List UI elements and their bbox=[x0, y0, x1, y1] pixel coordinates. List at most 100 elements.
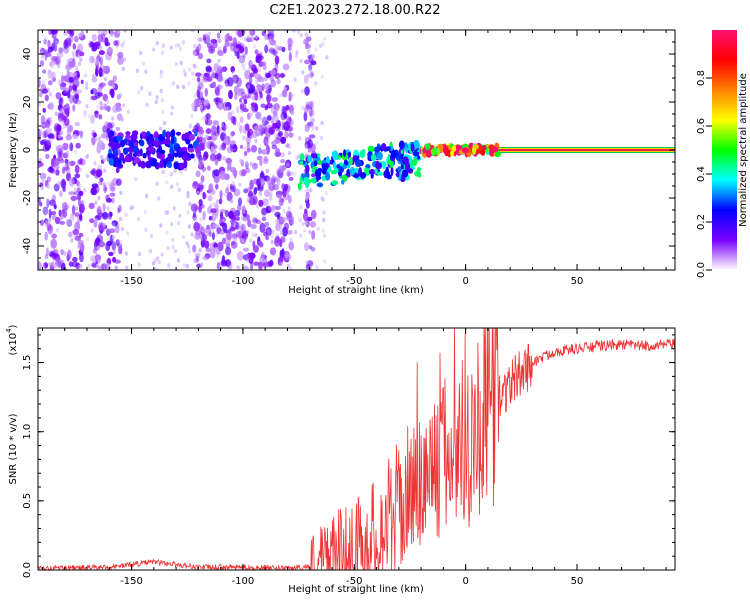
heatmap-noise-cell bbox=[108, 30, 114, 34]
heatmap-noise-cell bbox=[64, 158, 69, 164]
trace-cell bbox=[152, 140, 160, 146]
heatmap-noise-cell bbox=[99, 241, 103, 246]
heatmap-noise-cell bbox=[170, 184, 174, 189]
heatmap-noise-cell bbox=[97, 136, 101, 141]
heatmap-noise-cell bbox=[275, 147, 280, 154]
heatmap-noise-cell bbox=[294, 230, 298, 235]
heatmap-noise-cell bbox=[274, 43, 278, 49]
heatmap-noise-cell bbox=[50, 238, 57, 249]
heatmap-noise-cell bbox=[249, 238, 253, 243]
heatmap-noise-cell bbox=[46, 138, 52, 146]
trace-cell bbox=[348, 157, 353, 166]
heatmap-noise-cell bbox=[40, 219, 44, 226]
heatmap-noise-cell bbox=[106, 105, 111, 112]
heatmap-noise-cell bbox=[109, 228, 115, 234]
heatmap-noise-cell bbox=[251, 95, 257, 101]
y-tick-label: 0.0 bbox=[22, 562, 33, 578]
trace-cell bbox=[159, 159, 164, 169]
heatmap-noise-cell bbox=[217, 69, 223, 80]
heatmap-noise-cell bbox=[191, 71, 195, 76]
heatmap-noise-cell bbox=[219, 190, 223, 200]
heatmap-noise-cell bbox=[102, 203, 106, 212]
colorbar-scale bbox=[712, 30, 737, 270]
snr-unit-exponent: 4 bbox=[5, 328, 13, 333]
heatmap-noise-cell bbox=[122, 103, 126, 108]
heatmap-noise-cell bbox=[244, 151, 248, 156]
heatmap-noise-cell bbox=[198, 184, 205, 190]
trace-cell bbox=[299, 153, 305, 161]
heatmap-noise-cell bbox=[77, 43, 81, 49]
heatmap-noise-cell bbox=[44, 253, 49, 260]
heatmap-noise-cell bbox=[51, 261, 55, 266]
heatmap-noise-cell bbox=[239, 158, 243, 164]
heatmap-noise-cell bbox=[68, 177, 75, 187]
heatmap-noise-cell bbox=[215, 132, 220, 137]
heatmap-noise-cell bbox=[247, 34, 251, 40]
heatmap-noise-cell bbox=[197, 85, 202, 93]
heatmap-noise-cell bbox=[225, 230, 233, 241]
heatmap-noise-cell bbox=[42, 130, 47, 139]
trace-cell bbox=[159, 149, 166, 154]
heatmap-noise-cell bbox=[236, 265, 240, 270]
heatmap-noise-cell bbox=[90, 87, 98, 95]
heatmap-noise-cell bbox=[174, 61, 178, 67]
heatmap-noise-cell bbox=[305, 264, 310, 270]
heatmap-noise-cell bbox=[118, 92, 123, 98]
heatmap-noise-cell bbox=[115, 39, 120, 47]
heatmap-noise-cell bbox=[161, 169, 165, 175]
heatmap-noise-cell bbox=[276, 219, 280, 224]
heatmap-noise-cell bbox=[261, 251, 265, 258]
heatmap-noise-cell bbox=[274, 236, 281, 247]
trace-cell bbox=[315, 175, 322, 180]
heatmap-noise-cell bbox=[161, 109, 165, 115]
trace-cell bbox=[382, 161, 387, 169]
heatmap-noise-cell bbox=[77, 61, 81, 67]
heatmap-noise-cell bbox=[255, 124, 259, 130]
heatmap-noise-cell bbox=[271, 229, 275, 235]
trace-cell bbox=[341, 174, 348, 181]
heatmap-noise-cell bbox=[55, 145, 63, 152]
heatmap-noise-cell bbox=[78, 130, 84, 136]
heatmap-noise-cell bbox=[154, 99, 158, 105]
heatmap-noise-cell bbox=[288, 91, 292, 100]
heatmap-noise-cell bbox=[182, 68, 186, 74]
heatmap-noise-cell bbox=[109, 192, 116, 197]
heatmap-noise-cell bbox=[271, 181, 275, 187]
heatmap-noise-cell bbox=[86, 173, 90, 179]
heatmap-noise-cell bbox=[99, 45, 103, 50]
heatmap-noise-cell bbox=[48, 217, 52, 223]
trace-cell bbox=[412, 158, 418, 166]
trace-cell bbox=[405, 147, 409, 154]
heatmap-noise-cell bbox=[188, 67, 192, 72]
heatmap-noise-cell bbox=[224, 106, 228, 111]
trace-cell bbox=[150, 160, 157, 167]
x-tick-label: -50 bbox=[346, 276, 362, 287]
heatmap-noise-cell bbox=[202, 156, 207, 162]
heatmap-noise-cell bbox=[253, 44, 257, 49]
trace-cell bbox=[307, 155, 313, 163]
heatmap-noise-cell bbox=[107, 181, 111, 186]
heatmap-noise-cell bbox=[181, 234, 186, 240]
heatmap-noise-cell bbox=[274, 55, 280, 65]
heatmap-noise-cell bbox=[77, 32, 82, 38]
heatmap-noise-cell bbox=[311, 126, 315, 131]
heatmap-noise-cell bbox=[51, 71, 56, 82]
heatmap-noise-cell bbox=[249, 179, 254, 190]
heatmap-noise-cell bbox=[152, 261, 156, 266]
heatmap-noise-cell bbox=[78, 232, 84, 238]
heatmap-noise-cell bbox=[304, 220, 308, 225]
heatmap-noise-cell bbox=[74, 222, 78, 227]
heatmap-noise-cell bbox=[283, 86, 287, 92]
heatmap-noise-cell bbox=[51, 233, 57, 239]
heatmap-noise-cell bbox=[185, 241, 189, 246]
heatmap-noise-cell bbox=[235, 221, 240, 230]
heatmap-noise-cell bbox=[95, 59, 100, 64]
heatmap-noise-cell bbox=[246, 230, 250, 235]
heatmap-noise-cell bbox=[221, 237, 227, 244]
heatmap-noise-cell bbox=[110, 32, 114, 37]
trace-cell bbox=[331, 150, 339, 159]
heatmap-noise-cell bbox=[97, 33, 103, 43]
heatmap-noise-cell bbox=[213, 97, 219, 103]
heatmap-noise-cell bbox=[75, 142, 81, 149]
heatmap-noise-cell bbox=[140, 86, 144, 91]
